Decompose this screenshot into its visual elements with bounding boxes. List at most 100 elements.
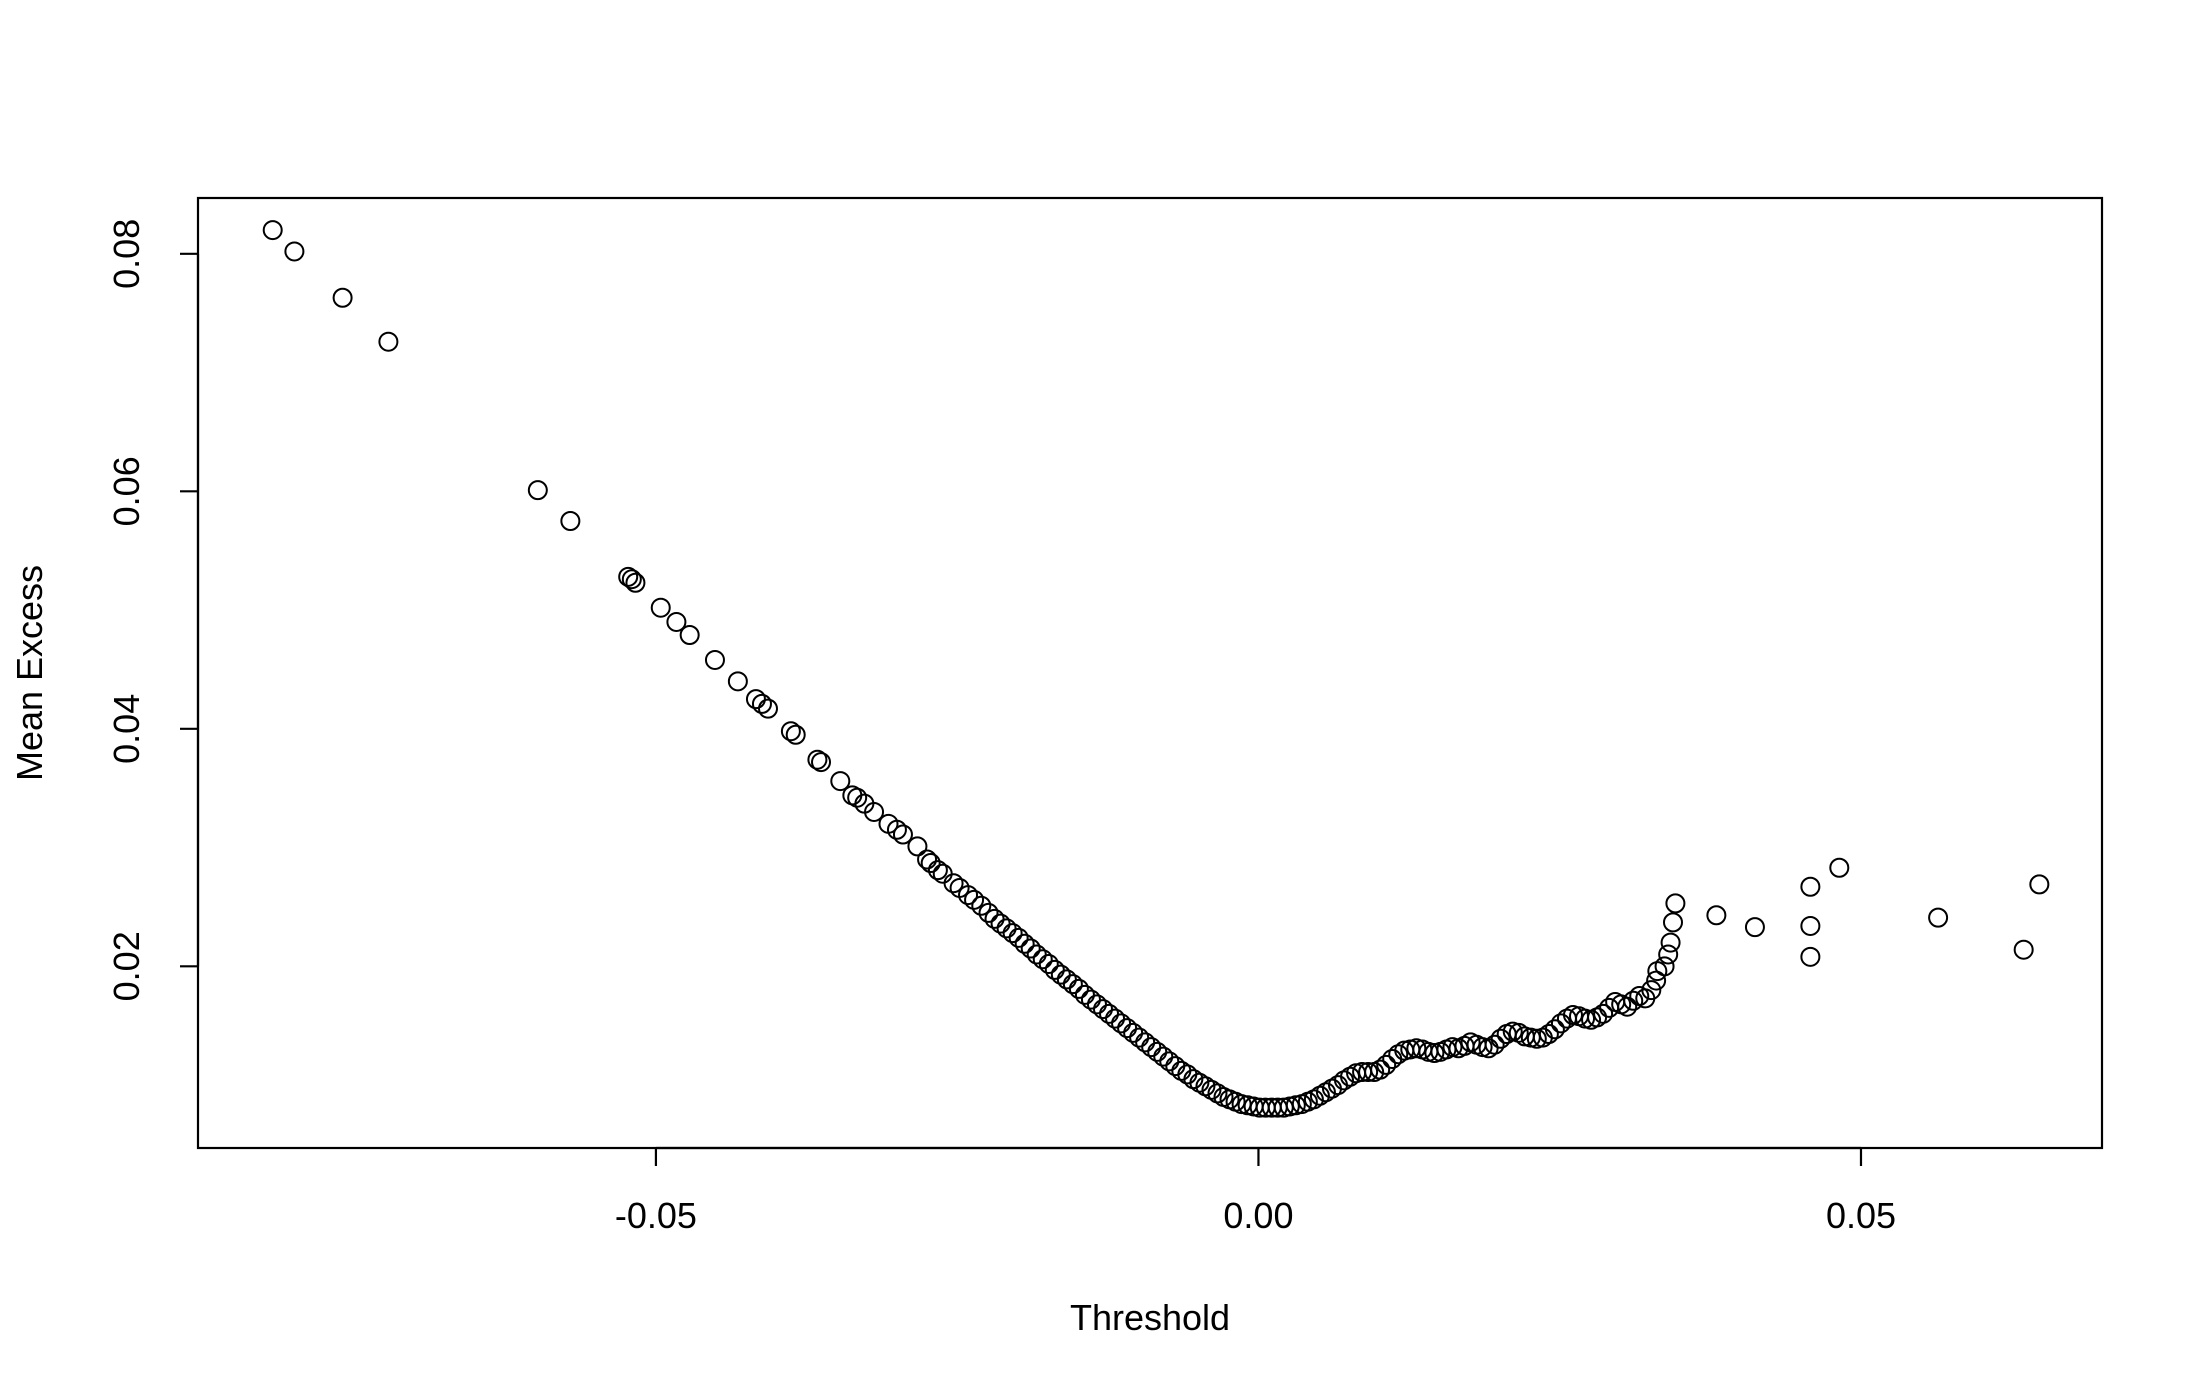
data-point: [1800, 915, 1821, 936]
data-point: [1654, 956, 1675, 977]
data-point: [1038, 953, 1059, 974]
y-tick-label: 0.08: [106, 219, 147, 289]
x-tick-label: -0.05: [615, 1195, 697, 1236]
data-point: [1080, 989, 1101, 1010]
data-point: [1117, 1018, 1138, 1039]
data-point: [964, 889, 985, 910]
y-axis-title: Mean Excess: [9, 565, 50, 781]
data-point: [978, 902, 999, 923]
data-point: [618, 566, 639, 587]
data-point: [1111, 1013, 1132, 1034]
data-point: [284, 241, 305, 262]
data-point: [864, 801, 885, 822]
data-point: [785, 724, 806, 745]
data-point: [917, 849, 938, 870]
data-point: [1002, 923, 1023, 944]
data-point: [650, 597, 671, 618]
data-point: [971, 895, 992, 916]
data-point: [1617, 996, 1638, 1017]
data-point: [1800, 946, 1821, 967]
data-point: [1068, 978, 1089, 999]
x-tick-label: 0.05: [1826, 1195, 1896, 1236]
data-point: [1544, 1019, 1565, 1040]
data-point: [1056, 969, 1077, 990]
data-point: [1032, 949, 1053, 970]
data-point: [1358, 1062, 1379, 1082]
data-point: [1484, 1034, 1505, 1055]
data-point: [621, 569, 642, 590]
x-axis: -0.05 0.00 0.05: [615, 1146, 1896, 1236]
plot-area-frame: [196, 196, 2104, 1150]
data-point: [745, 689, 766, 710]
data-point: [625, 572, 646, 593]
y-axis: 0.02 0.04 0.06 0.08: [106, 219, 200, 1001]
data-point: [751, 693, 772, 714]
data-point: [1623, 990, 1644, 1011]
data-point: [2029, 874, 2050, 895]
data-point: [1177, 1064, 1198, 1085]
data-point: [527, 480, 548, 501]
data-point: [996, 918, 1017, 939]
data-point: [1135, 1032, 1156, 1053]
x-tick-label: 0.00: [1223, 1195, 1293, 1236]
data-point: [932, 863, 953, 884]
data-point: [1123, 1022, 1144, 1043]
data-point: [1538, 1024, 1559, 1044]
data-point: [1376, 1054, 1397, 1075]
data-point: [1928, 907, 1949, 928]
data-point: [1370, 1059, 1391, 1080]
data-point: [1062, 974, 1083, 995]
data-point: [1593, 1003, 1614, 1024]
data-point: [958, 885, 979, 906]
data-point: [1744, 917, 1765, 938]
data-point: [830, 771, 851, 792]
data-point: [727, 671, 748, 692]
data-point: [1020, 938, 1041, 959]
data-point: [1660, 932, 1681, 953]
data-point: [847, 787, 868, 808]
data-point: [757, 698, 778, 719]
y-tick-label: 0.04: [106, 694, 147, 764]
data-point: [780, 721, 801, 742]
data-point: [1008, 927, 1029, 948]
data-points: [262, 220, 2050, 1118]
data-point: [1706, 905, 1727, 926]
data-point: [811, 752, 832, 773]
data-point: [1658, 944, 1679, 965]
data-point: [927, 860, 948, 881]
data-point: [1105, 1008, 1126, 1029]
data-point: [1014, 933, 1035, 954]
data-point: [1829, 857, 1850, 878]
data-point: [378, 331, 399, 352]
data-point: [679, 625, 700, 645]
data-point: [1086, 994, 1107, 1015]
data-point: [886, 819, 907, 840]
data-point: [1165, 1056, 1186, 1077]
data-point: [907, 836, 928, 857]
data-point: [1147, 1041, 1168, 1062]
data-point: [262, 220, 283, 241]
data-point: [1490, 1028, 1511, 1049]
data-point: [920, 853, 941, 873]
data-point: [1129, 1027, 1150, 1048]
data-point: [704, 649, 725, 670]
data-point: [892, 824, 913, 845]
data-point: [666, 611, 687, 632]
data-point: [2013, 939, 2034, 960]
data-point: [1662, 912, 1683, 933]
data-point: [1641, 980, 1662, 1001]
data-point: [560, 511, 581, 531]
data-point: [1153, 1046, 1174, 1067]
data-point: [1141, 1037, 1162, 1058]
y-tick-label: 0.06: [106, 456, 147, 526]
data-point: [1159, 1051, 1180, 1072]
data-point: [943, 873, 964, 894]
data-point: [1050, 964, 1071, 985]
data-point: [332, 287, 353, 308]
data-point: [1665, 893, 1686, 914]
data-point: [1099, 1003, 1120, 1024]
x-axis-title: Threshold: [1070, 1297, 1230, 1338]
y-tick-label: 0.02: [106, 931, 147, 1001]
data-point: [1800, 876, 1821, 897]
